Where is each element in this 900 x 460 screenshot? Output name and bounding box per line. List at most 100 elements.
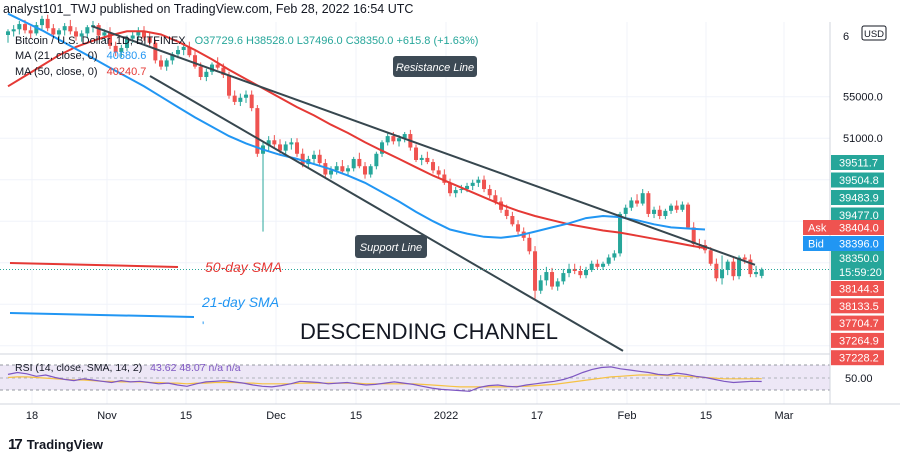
candle-body: [11, 29, 16, 32]
candle-body: [680, 204, 685, 210]
candle-body: [142, 31, 147, 38]
candle-body: [538, 280, 543, 291]
price-badge-red-bg: [831, 315, 884, 331]
candle-body: [6, 31, 10, 35]
sma21-annotation-tick: ': [202, 319, 204, 333]
candle-body: [516, 224, 521, 232]
candle-body: [249, 94, 254, 109]
candle-body: [300, 153, 305, 165]
candle-body: [708, 250, 713, 264]
candle-body: [170, 54, 175, 61]
candle-body: [527, 237, 532, 252]
candle-body: [210, 64, 215, 72]
candle-body: [204, 71, 209, 77]
candle-body: [453, 190, 458, 194]
candle-body: [470, 182, 475, 186]
currency-badge[interactable]: USD: [861, 25, 887, 41]
candle-body: [635, 200, 640, 204]
candle-body: [742, 257, 747, 260]
grid: [0, 22, 830, 404]
candle-body: [51, 28, 56, 35]
candle-body: [691, 227, 696, 245]
rsi-pane: RSI (14, close, SMA, 14, 2) 43.62 48.07 …: [0, 353, 830, 392]
candle-body: [232, 95, 237, 102]
legend-ma21: MA (21, close, 0) 40680.6: [15, 50, 146, 62]
price-badge-red-text: 38133.5: [839, 301, 879, 313]
svg-text:Resistance Line: Resistance Line: [396, 62, 474, 74]
time-tick-label: 15: [180, 410, 192, 422]
candle-body: [589, 263, 594, 270]
candle-body: [533, 251, 538, 291]
price-badge-red: 37704.7: [831, 315, 884, 331]
candle-body: [561, 273, 566, 282]
candle-body: [510, 216, 515, 225]
price-badge-red-bg: [831, 332, 884, 348]
price-badge-green: 39483.9: [831, 190, 884, 205]
candle-body: [283, 144, 288, 151]
candle-body: [187, 46, 192, 56]
candle-body: [340, 166, 345, 172]
candle-body: [731, 261, 736, 277]
candle-body: [737, 257, 742, 277]
price-badge-red-text: 38144.3: [839, 284, 879, 296]
resistance-line: [91, 25, 756, 266]
candle-body: [640, 193, 645, 204]
candle-body: [754, 272, 759, 275]
candle-body: [108, 32, 113, 46]
candle-body: [368, 166, 373, 175]
candle-body: [748, 259, 753, 275]
candle-body: [623, 207, 628, 214]
publish-header: analyst101_TWJ published on TradingView.…: [3, 2, 414, 16]
candle-body: [550, 272, 555, 287]
candle-body: [425, 157, 430, 163]
legend-ma50: MA (50, close, 0) 40240.7: [15, 66, 146, 78]
candle-body: [198, 66, 203, 77]
rsi-axis-label: 50.00: [845, 373, 873, 385]
candle-body: [618, 213, 623, 254]
candle-body: [312, 154, 317, 159]
legend-ohlc-text: O37729.6 H38528.0 L37496.0 C38350.0 +615…: [195, 35, 479, 47]
candle-body: [34, 25, 39, 34]
candle-body: [663, 210, 668, 217]
price-badge-green-bg: [831, 155, 884, 170]
candle-body: [629, 200, 634, 208]
candle-body: [164, 60, 169, 67]
time-tick-label: 15: [700, 410, 712, 422]
price-badge-green-text: 39511.7: [839, 158, 878, 170]
candle-body: [272, 140, 277, 145]
time-axis[interactable]: 18 Nov 15 Dec 15 2022 17 Feb 15 Mar: [26, 410, 794, 422]
price-badge-red: 37228.2: [831, 350, 884, 366]
candle-body: [646, 193, 651, 214]
candle-body: [606, 257, 611, 264]
last-price-bg: [831, 251, 884, 280]
candle-body: [159, 60, 164, 67]
candle-body: [17, 24, 22, 30]
candle-body: [572, 268, 577, 271]
bid-badge-value: 38396.0: [839, 239, 879, 251]
candle-body: [289, 142, 294, 145]
candle-body: [584, 269, 589, 276]
candle-body: [487, 189, 492, 196]
candle-body: [147, 37, 152, 43]
price-badge-red: 38133.5: [831, 298, 884, 314]
candle-body: [266, 140, 271, 146]
candle-body: [62, 26, 67, 31]
brand: 17 TradingView: [8, 436, 103, 453]
candle-body: [674, 205, 679, 210]
candle-body: [385, 136, 390, 143]
candle-body: [759, 269, 764, 276]
candle-body: [193, 55, 198, 67]
candle-body: [351, 158, 356, 169]
candle-body: [317, 154, 322, 164]
price-axis[interactable]: 55000.0 51000.0 39511.7 39504.8 39483.9 39477…: [0, 92, 884, 366]
price-badge-green-bg: [831, 172, 884, 188]
price-tick-label: 55000.0: [843, 92, 883, 104]
candle-body: [28, 30, 33, 34]
sma50-legend-line: [9, 262, 179, 268]
candle-body: [119, 47, 124, 53]
ask-badge-label: Ask: [808, 223, 827, 235]
bid-badge: Bid 38396.0: [803, 236, 884, 251]
ma50-line: [7, 30, 706, 250]
candle-body: [181, 46, 186, 51]
